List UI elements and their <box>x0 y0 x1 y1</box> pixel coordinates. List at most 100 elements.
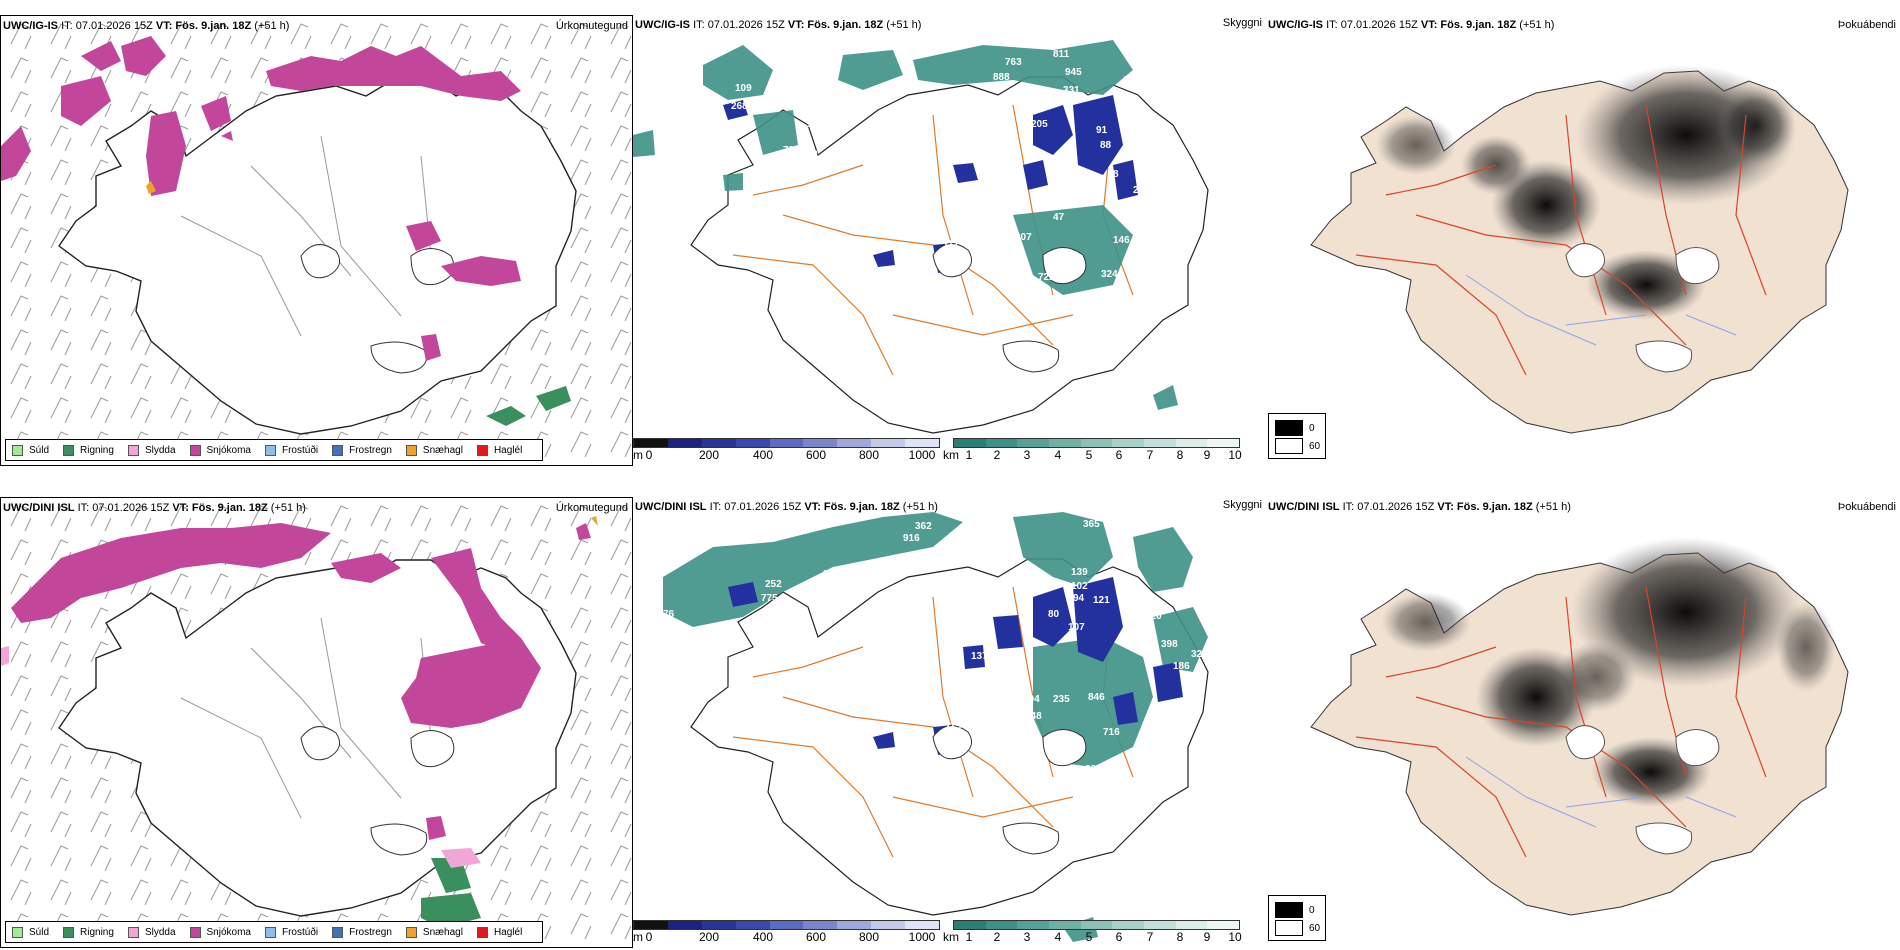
cloud-label: 14 <box>1138 199 1150 210</box>
road-network <box>1355 586 1767 858</box>
cloud-label: 921 <box>823 569 840 580</box>
legend-swatch <box>476 444 488 456</box>
cloud-label: 94 <box>1073 593 1085 604</box>
legend-swatch <box>12 444 23 456</box>
cloud-label: 47 <box>1053 212 1065 223</box>
colorbar-tick: 600 <box>805 448 827 462</box>
legend-item-sleet: Slydda <box>127 926 176 938</box>
cloud-label: 300 <box>1018 747 1035 758</box>
legend-swatch <box>405 926 417 938</box>
legend-swatch <box>189 444 201 456</box>
fog-legend-row: 0 <box>1275 420 1315 436</box>
cloud-map: 362 916 365 87 921 900 139 102 94 121 13… <box>663 512 1230 942</box>
valid-time-label: VT: <box>172 502 189 514</box>
colorbar-cloud-base-m: m 0 200 400 600 800 1000 <box>633 920 943 944</box>
colorbar-tick: 3 <box>1023 448 1031 462</box>
road-lines <box>180 617 432 819</box>
cloud-base-blue <box>723 95 1138 273</box>
colorbar-tick: 1 <box>965 448 973 462</box>
cloud-label: 916 <box>903 533 920 544</box>
colorbar-strip <box>953 438 1240 448</box>
cloud-label: 362 <box>915 521 932 532</box>
legend-swatch <box>127 926 139 938</box>
cloud-label: 205 <box>1031 119 1048 130</box>
cloud-label: 139 <box>1071 567 1088 578</box>
colorbar-tick: 800 <box>858 448 880 462</box>
glaciers <box>932 725 1087 855</box>
glaciers <box>1565 725 1720 855</box>
fog-legend-value: 0 <box>1309 904 1315 916</box>
precip-type-legend: Súld Rigning Slydda Snjókoma Frostúði Fr… <box>5 921 544 943</box>
precip-type-legend: Súld Rigning Slydda Snjókoma Frostúði Fr… <box>5 439 544 461</box>
colorbar-tick: 7 <box>1146 930 1154 944</box>
cloud-base-teal <box>633 40 1178 410</box>
legend-item-drizzle: Súld <box>12 444 49 456</box>
colorbar-tick: 4 <box>1054 930 1062 944</box>
colorbar-tick: 600 <box>805 930 827 944</box>
fog-legend-value: 60 <box>1309 440 1321 452</box>
cloud-label: 329 <box>1191 649 1208 660</box>
fog-panel-title: Þokuábendi <box>1837 19 1896 31</box>
valid-time: Fös. 9.jan. 18Z <box>175 20 252 32</box>
colorbar-unit: m <box>633 930 643 944</box>
cloud-label: 80 <box>1048 609 1060 620</box>
legend-item-rain: Rigning <box>63 926 114 938</box>
cloud-base-labels: 362 916 365 87 921 900 139 102 94 121 13… <box>663 519 1230 827</box>
legend-swatch <box>189 926 201 938</box>
cloud-label: 87 <box>1218 544 1230 555</box>
valid-time: Fös. 9.jan. 18Z <box>191 502 268 514</box>
legend-swatch <box>12 926 23 938</box>
init-time: IT: 07.01.2026 15Z <box>1342 501 1435 513</box>
rain-areas <box>146 181 571 461</box>
legend-item-freezing-rain: Frostregn <box>332 444 392 456</box>
valid-time-label: VT: <box>1420 19 1438 31</box>
legend-item-freezing-drizzle: Frostúði <box>264 444 318 456</box>
legend-swatch <box>405 444 417 456</box>
rivers <box>1465 274 1737 346</box>
cloud-label: 892 <box>1133 57 1150 68</box>
model-label: UWC/DINI ISL <box>635 501 707 513</box>
legend-swatch <box>476 926 488 938</box>
legend-item-drizzle: Súld <box>12 926 49 938</box>
cloud-label: 888 <box>993 72 1010 83</box>
glaciers <box>932 243 1087 373</box>
legend-item-freezing-rain: Frostregn <box>332 926 392 938</box>
fog-legend-value: 60 <box>1309 922 1321 934</box>
lead-time: (+51 h) <box>1535 501 1571 513</box>
cloud-label: 268 <box>731 101 748 112</box>
colorbar-unit: km <box>943 448 959 462</box>
cloud-label: 91 <box>1096 125 1108 136</box>
cloud-label: 131 <box>1121 597 1138 608</box>
valid-time: Fös. 9.jan. 18Z <box>1440 19 1517 31</box>
fog-legend-swatch-dark <box>1275 420 1303 436</box>
colorbar-tick: 2 <box>993 448 1001 462</box>
cloud-label: 207 <box>1138 237 1155 248</box>
cloud-label: 29 <box>1133 185 1145 196</box>
legend-item-snow: Snjókoma <box>189 444 251 456</box>
colorbar-tick: 0 <box>645 448 653 462</box>
cloud-label: 180 <box>1058 259 1075 270</box>
cloud-label: 763 <box>1005 57 1022 68</box>
colorbar-strip <box>633 920 940 930</box>
model-label: UWC/IG-IS <box>1268 19 1323 31</box>
colorbar-tick: 8 <box>1176 448 1184 462</box>
cloud-label: 227 <box>1055 744 1072 755</box>
valid-time-label: VT: <box>804 501 821 513</box>
cloud-label: 41 <box>951 253 963 264</box>
cloud-label: 235 <box>1053 694 1070 705</box>
legend-item-sleet: Slydda <box>127 444 176 456</box>
glaciers <box>1565 243 1720 373</box>
cloud-label: 95 <box>1065 335 1077 346</box>
init-time: IT: 07.01.2026 15Z <box>1326 19 1418 31</box>
legend-swatch <box>127 444 139 456</box>
cloud-label: 79 <box>783 145 795 156</box>
fog-map <box>1310 537 1849 916</box>
colorbar-tick: 200 <box>698 930 720 944</box>
init-time: IT: 07.01.2026 15Z <box>61 20 153 32</box>
colorbar-tick: 10 <box>1228 930 1242 944</box>
colorbar-tick: 8 <box>1176 930 1184 944</box>
cloud-label: 137 <box>971 651 988 662</box>
cloud-label: 722 <box>1038 272 1055 283</box>
panel-header: UWC/IG-IS IT: 07.01.2026 15Z VT: Fös. 9.… <box>3 20 289 32</box>
cloud-label: 775 <box>761 593 778 604</box>
